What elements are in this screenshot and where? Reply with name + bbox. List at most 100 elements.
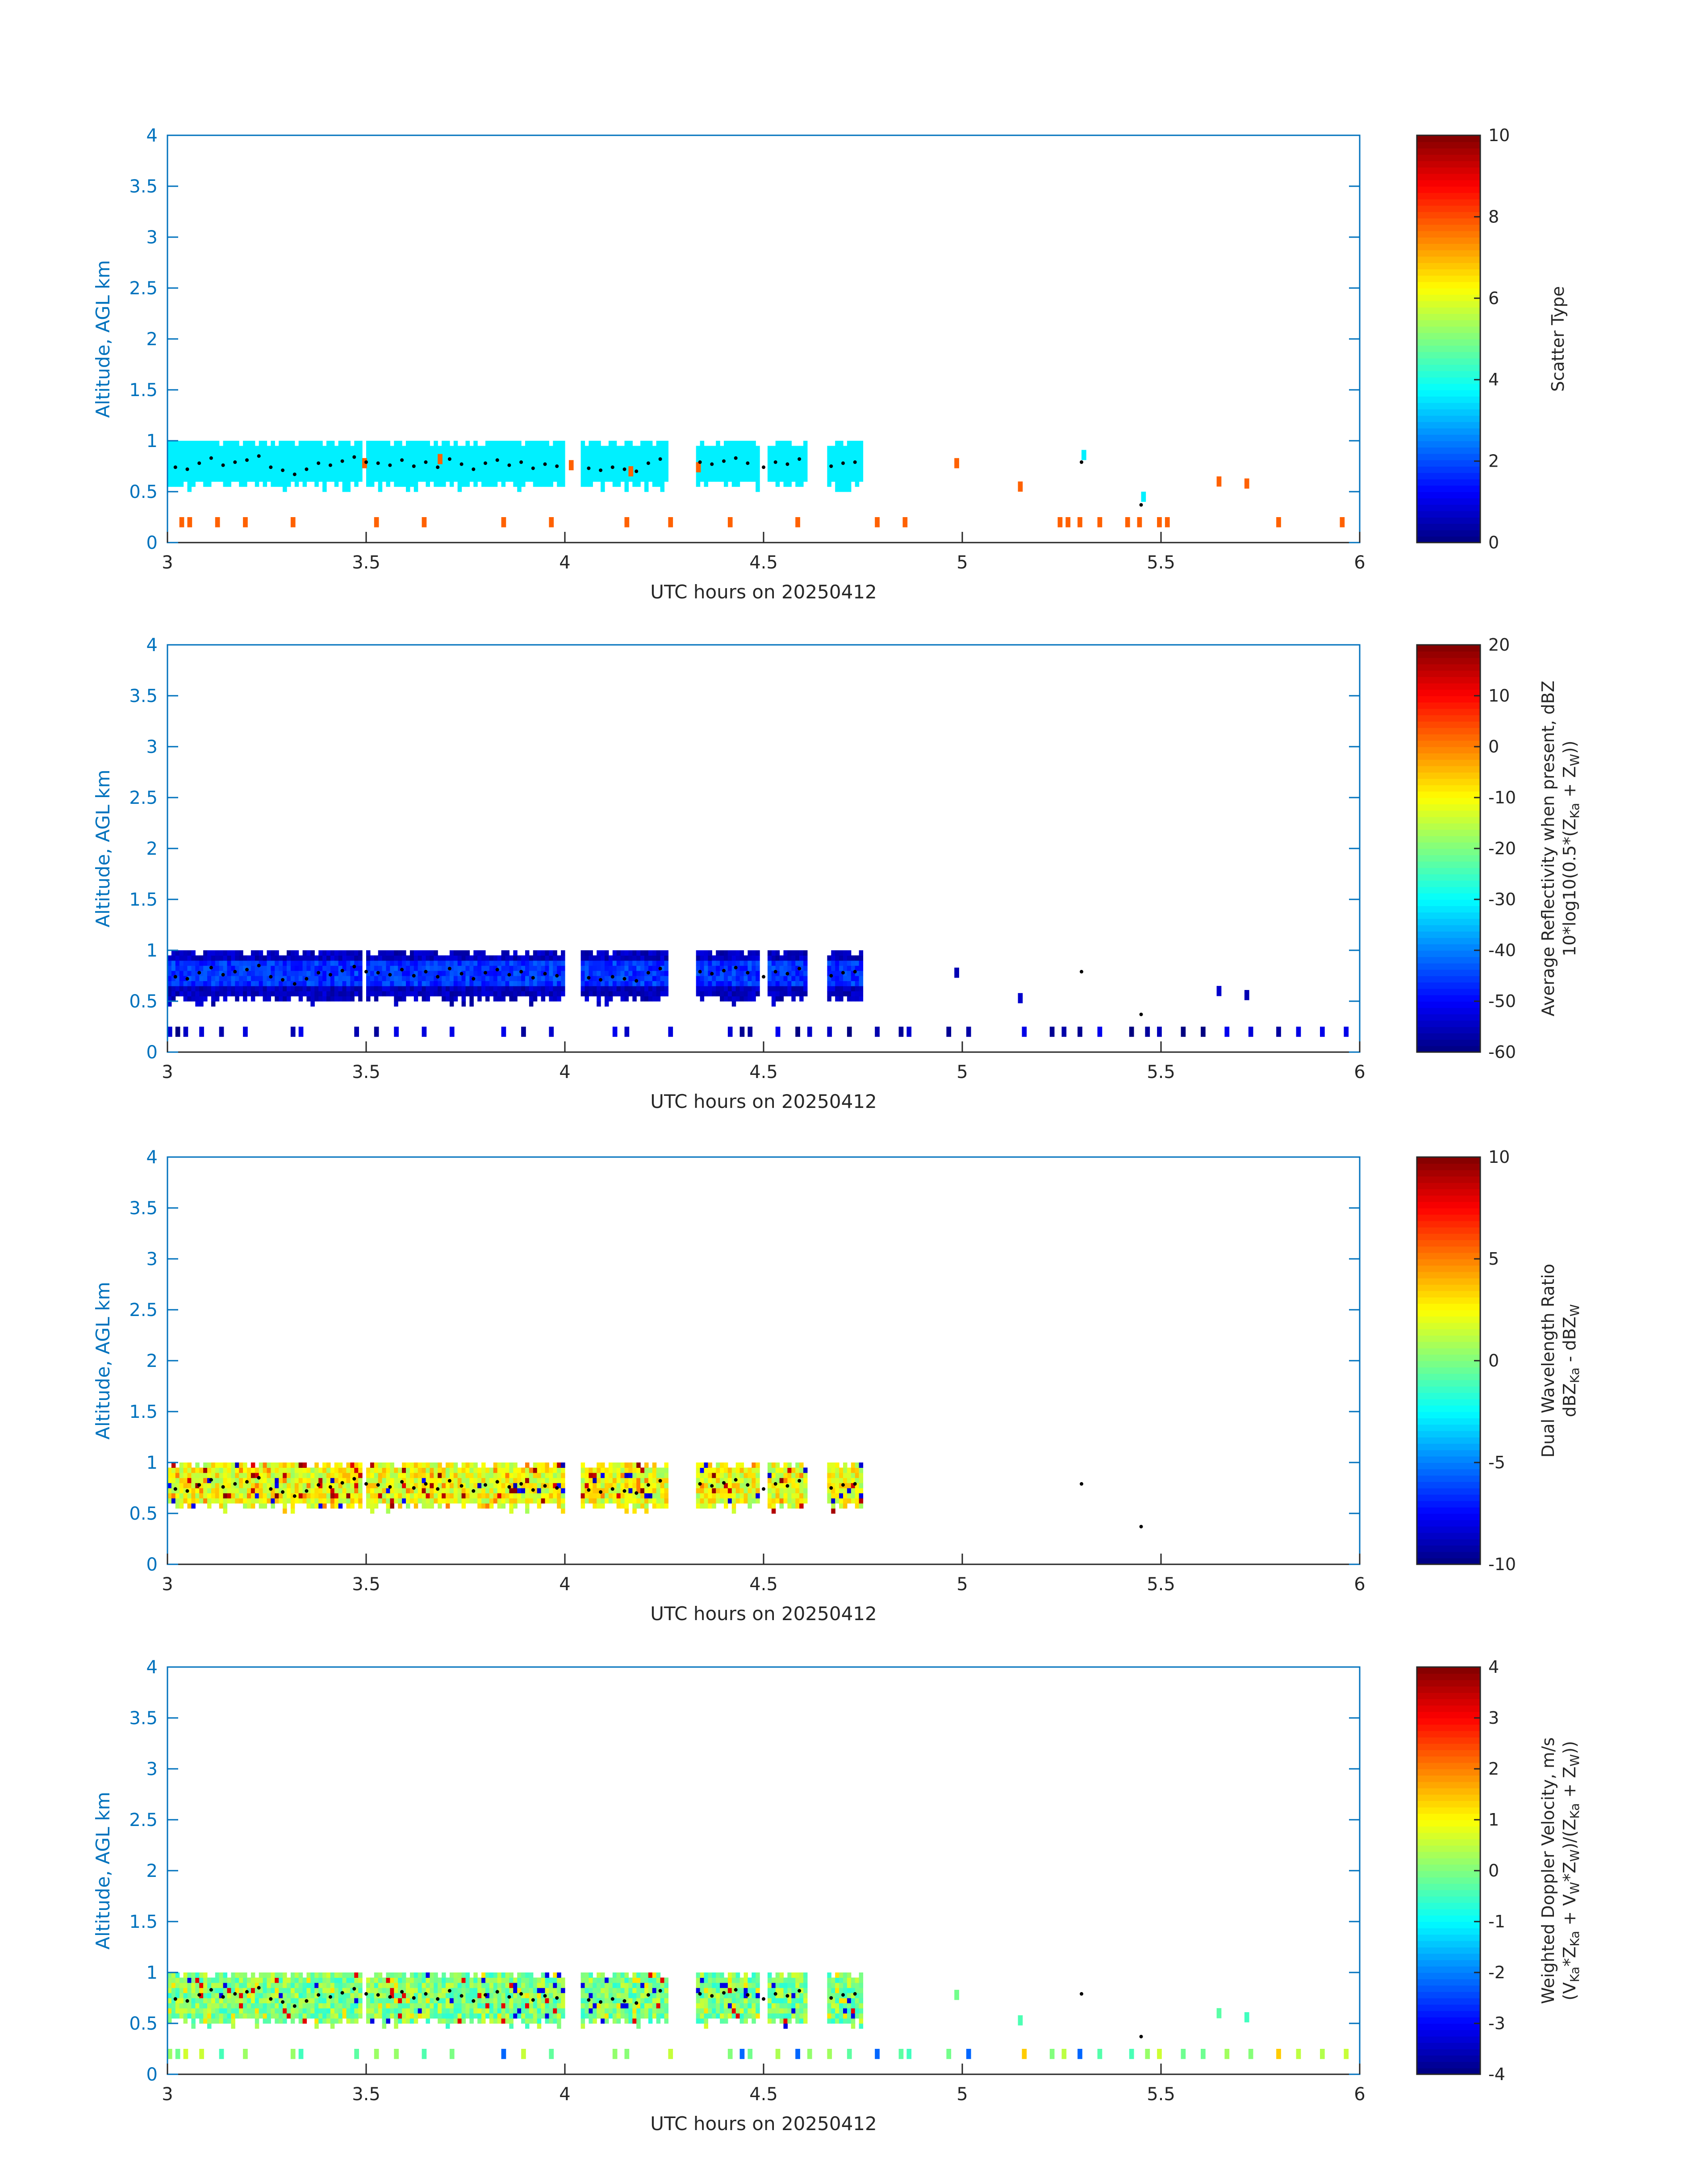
heatmap-cell — [390, 461, 394, 467]
heatmap-cell — [696, 981, 701, 986]
cloud-base-point — [853, 969, 857, 974]
heatmap-cell — [243, 1493, 247, 1499]
cloud-base-point — [185, 977, 189, 981]
cloud-base-point — [646, 971, 650, 975]
x-axis-label: UTC hours on 20250412 — [650, 1603, 877, 1625]
heatmap-cell — [334, 970, 339, 976]
heatmap-cell — [402, 981, 406, 986]
heatmap-cell — [791, 1503, 796, 1509]
heatmap-cell — [549, 466, 553, 472]
heatmap-cell — [756, 950, 760, 956]
heatmap-cell — [529, 1478, 534, 1483]
heatmap-cell — [354, 981, 359, 986]
heatmap-cell — [422, 981, 426, 986]
heatmap-cell — [851, 461, 856, 467]
heatmap-cell — [696, 446, 701, 451]
heatmap-cell — [330, 1488, 335, 1493]
heatmap-cell — [608, 986, 613, 991]
heatmap-cell — [585, 1488, 589, 1493]
heatmap-cell — [660, 466, 665, 472]
heatmap-cell — [593, 991, 597, 997]
heatmap-cell — [358, 466, 363, 472]
heatmap-cell — [708, 1483, 712, 1488]
heatmap-cell — [799, 1493, 804, 1499]
colorbar-swatch — [1417, 326, 1480, 333]
cloud-base-point — [599, 978, 603, 982]
heatmap-cell — [549, 991, 553, 997]
heatmap-cell — [219, 1982, 224, 1988]
heatmap-cell — [338, 1483, 343, 1488]
heatmap-cell — [171, 446, 176, 451]
heatmap-cell — [235, 1498, 239, 1504]
heatmap-cell — [263, 451, 267, 456]
x-tick-label: 6 — [1354, 1574, 1365, 1595]
heatmap-cell — [338, 1503, 343, 1509]
colorbar-swatch — [1417, 734, 1480, 741]
heatmap-cell — [350, 1498, 355, 1504]
heatmap-cell — [251, 976, 255, 981]
heatmap-cell — [326, 981, 331, 986]
heatmap-cell — [775, 1498, 780, 1504]
heatmap-cell — [712, 466, 716, 472]
low-altitude-cell — [902, 517, 908, 527]
heatmap-cell — [851, 441, 856, 446]
cloud-base-point — [364, 460, 368, 464]
heatmap-cell — [203, 965, 208, 971]
heatmap-cell — [859, 1478, 864, 1483]
heatmap-cell — [279, 441, 283, 446]
heatmap-cell — [580, 461, 585, 467]
heatmap-cell — [835, 1472, 839, 1478]
heatmap-cell — [608, 1467, 613, 1473]
heatmap-cell — [509, 466, 514, 472]
heatmap-cell — [219, 1977, 224, 1983]
heatmap-cell — [203, 451, 208, 456]
heatmap-cell — [413, 955, 418, 961]
heatmap-cell — [529, 1472, 534, 1478]
heatmap-cell — [191, 986, 196, 991]
heatmap-cell — [656, 446, 661, 451]
cloud-base-point — [635, 1491, 639, 1495]
heatmap-cell — [525, 1493, 530, 1499]
heatmap-cell — [298, 466, 303, 472]
heatmap-cell — [287, 466, 291, 472]
heatmap-cell — [259, 1483, 263, 1488]
heatmap-cell — [847, 471, 852, 477]
heatmap-cell — [783, 981, 788, 986]
heatmap-cell — [851, 1483, 856, 1488]
heatmap-cell — [207, 461, 212, 467]
heatmap-cell — [803, 446, 808, 451]
heatmap-cell — [660, 1488, 665, 1493]
heatmap-cell — [263, 1988, 267, 1993]
heatmap-cell — [239, 1988, 243, 1993]
heatmap-cell — [612, 1498, 617, 1504]
heatmap-cell — [346, 481, 351, 487]
heatmap-cell — [171, 965, 176, 971]
heatmap-cell — [338, 970, 343, 976]
heatmap-cell — [839, 451, 844, 456]
heatmap-cell — [597, 996, 601, 1002]
heatmap-cell — [358, 955, 363, 961]
cloud-base-point — [599, 1490, 603, 1494]
heatmap-cell — [553, 960, 557, 966]
heatmap-cell — [616, 1488, 621, 1493]
heatmap-cell — [465, 981, 470, 986]
heatmap-cell — [517, 1478, 522, 1483]
heatmap-cell — [326, 456, 331, 462]
heatmap-cell — [787, 986, 792, 991]
heatmap-cell — [541, 481, 546, 487]
heatmap-cell — [187, 1488, 192, 1493]
heatmap-cell — [593, 446, 597, 451]
heatmap-cell — [199, 1478, 204, 1483]
heatmap-cell — [771, 471, 776, 477]
heatmap-cell — [247, 1982, 251, 1988]
heatmap-cell — [358, 996, 363, 1002]
heatmap-cell — [505, 1498, 509, 1504]
heatmap-cell — [727, 996, 732, 1002]
heatmap-cell — [533, 1498, 538, 1504]
heatmap-cell — [720, 466, 724, 472]
heatmap-cell — [426, 1503, 430, 1509]
heatmap-cell — [259, 1972, 263, 1978]
heatmap-cell — [179, 1488, 184, 1493]
heatmap-cell — [799, 950, 804, 956]
heatmap-cell — [497, 1467, 502, 1473]
